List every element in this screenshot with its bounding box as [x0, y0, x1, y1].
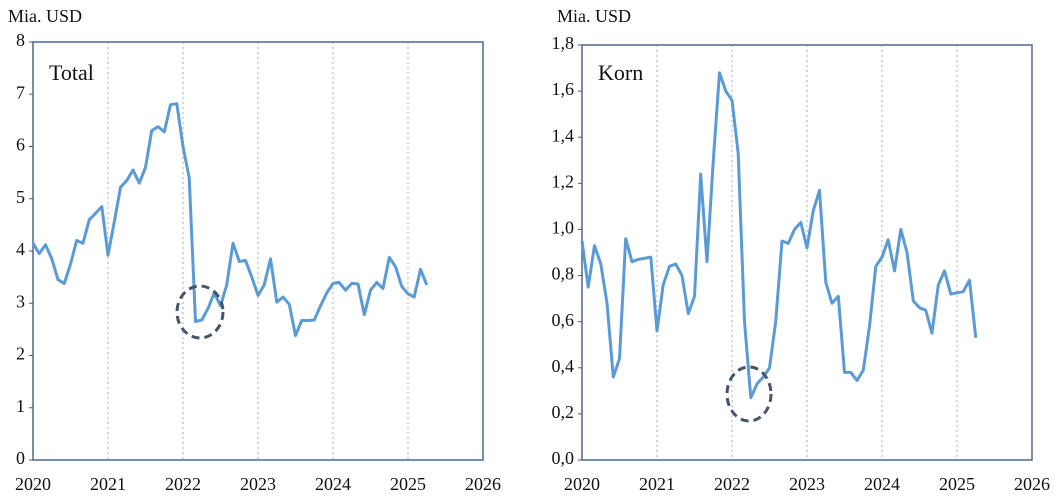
y-tick-label: 0,4 [552, 356, 575, 376]
series-label: Korn [598, 60, 643, 85]
x-tick-label: 2022 [714, 474, 750, 494]
x-tick-label: 2026 [465, 474, 501, 494]
x-tick-label: 2026 [1014, 474, 1050, 494]
y-tick-label: 1 [16, 396, 25, 416]
x-tick-label: 2021 [639, 474, 675, 494]
y-tick-label: 6 [16, 135, 25, 155]
plot-frame [32, 41, 484, 461]
y-tick-label: 1,4 [552, 125, 575, 145]
y-axis-label: Mia. USD [8, 6, 82, 26]
y-tick-label: 1,8 [552, 33, 575, 53]
y-tick-label: 2 [16, 344, 25, 364]
chart: 2020 2021 2022 2023 2024 2025 2026 0 1 2 3 4 5 6 7 8 Mia… [8, 6, 501, 494]
y-tick-label: 0,6 [552, 310, 575, 330]
y-tick-label: 1,2 [552, 171, 575, 191]
y-tick-label: 5 [16, 187, 25, 207]
x-tick-label: 2021 [90, 474, 126, 494]
x-tick-label: 2023 [240, 474, 276, 494]
x-tick-label: 2024 [315, 474, 351, 494]
series-label: Total [49, 60, 94, 85]
y-tick-label: 1,6 [552, 79, 575, 99]
y-tick-label: 0 [16, 448, 25, 468]
line [31, 102, 429, 338]
y-tick-label: 8 [16, 30, 25, 50]
y-tick-label: 1,0 [552, 218, 575, 238]
x-tick-label: 2020 [15, 474, 51, 494]
plot-frame [581, 44, 1033, 461]
y-tick-label: 0,8 [552, 264, 575, 284]
y-tick-label: 4 [16, 239, 25, 259]
x-tick-label: 2023 [789, 474, 825, 494]
x-tick-label: 2024 [864, 474, 900, 494]
highlight-circle [175, 284, 225, 340]
y-tick-label: 7 [16, 82, 25, 102]
x-tick-label: 2025 [939, 474, 975, 494]
y-tick-label: 0,0 [552, 448, 575, 468]
y-tick-label: 0,2 [552, 402, 575, 422]
x-tick-label: 2022 [165, 474, 201, 494]
x-tick-label: 2025 [390, 474, 426, 494]
highlight-circle [725, 365, 773, 423]
line [580, 71, 978, 400]
y-tick-label: 3 [16, 291, 25, 311]
chart: 2020 2021 2022 2023 2024 2025 2026 0,0 0,2 0,4 0,6… [552, 6, 1051, 494]
x-tick-label: 2020 [564, 474, 600, 494]
y-axis-label: Mia. USD [557, 6, 631, 26]
